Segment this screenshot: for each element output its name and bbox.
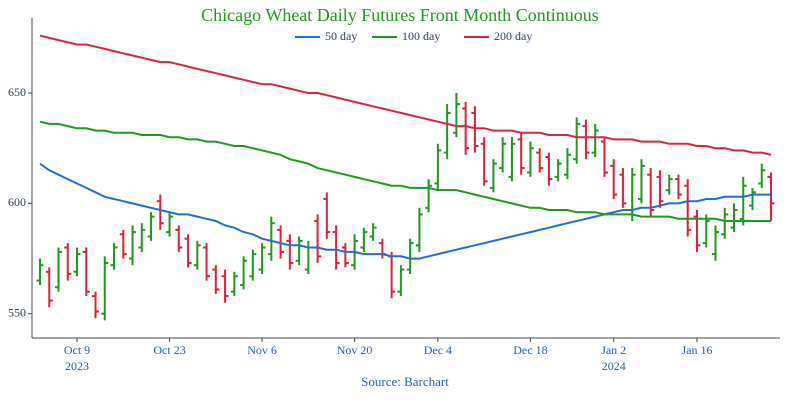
x-tick-label: Nov 20 bbox=[337, 343, 373, 357]
x-tick-label: Jan 2 bbox=[601, 343, 626, 357]
legend-label: 100 day bbox=[402, 29, 440, 43]
x-tick-label: Jan 16 bbox=[681, 343, 712, 357]
ma-line bbox=[39, 162, 771, 260]
ma-line bbox=[39, 120, 771, 222]
chart-title: Chicago Wheat Daily Futures Front Month … bbox=[201, 5, 599, 25]
x-tick-label: Nov 6 bbox=[247, 343, 277, 357]
x-tick-label: Oct 9 bbox=[64, 343, 90, 357]
x-tick-label: Dec 4 bbox=[424, 343, 452, 357]
y-tick-label: 650 bbox=[8, 85, 26, 99]
y-tick-label: 550 bbox=[8, 305, 26, 319]
legend-label: 200 day bbox=[494, 29, 532, 43]
x-tick-year: 2024 bbox=[602, 359, 626, 373]
ma-line bbox=[39, 34, 772, 156]
x-tick-label: Oct 23 bbox=[153, 343, 185, 357]
legend-label: 50 day bbox=[325, 29, 357, 43]
x-tick-label: Dec 18 bbox=[513, 343, 547, 357]
source-note: Source: Barchart bbox=[361, 374, 449, 389]
y-tick-label: 600 bbox=[8, 195, 26, 209]
x-tick-year: 2023 bbox=[65, 359, 89, 373]
